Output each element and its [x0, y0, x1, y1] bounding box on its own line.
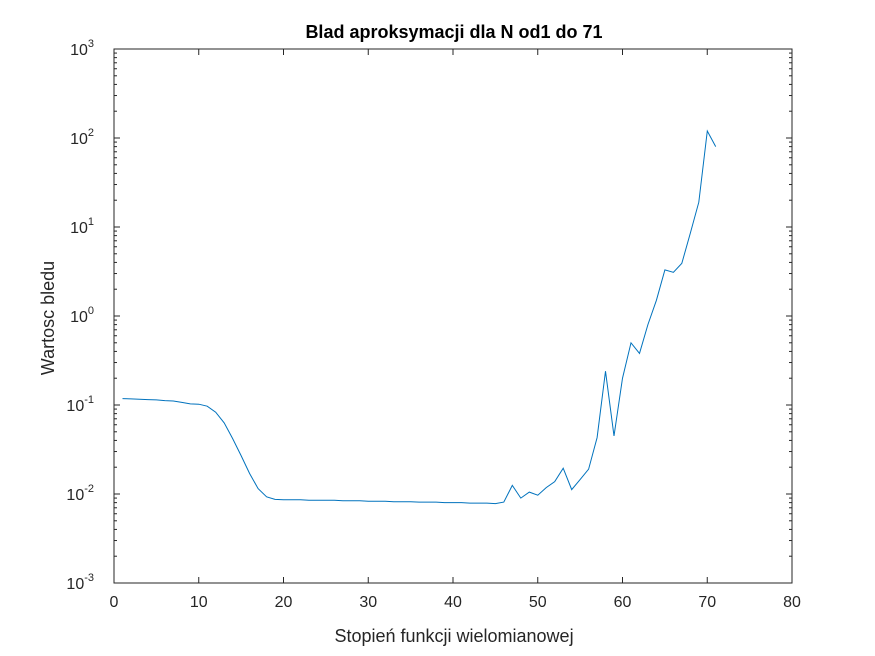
x-tick-label: 30 [359, 594, 377, 611]
x-tick-label: 50 [529, 594, 547, 611]
y-tick-label: 10-3 [66, 572, 94, 593]
y-tick-label: 101 [70, 216, 94, 237]
y-axis-label: Wartosc bledu [38, 261, 58, 375]
x-axis-label: Stopień funkcji wielomianowej [334, 626, 573, 646]
x-tick-label: 60 [614, 594, 632, 611]
y-tick-label: 100 [70, 305, 94, 326]
x-axis: 0 10 20 30 40 50 60 70 80 [110, 49, 801, 611]
plot-area [113, 48, 793, 584]
y-tick-label: 102 [70, 127, 94, 148]
y-tick-label: 10-2 [66, 483, 94, 504]
x-tick-label: 70 [698, 594, 716, 611]
series-line [122, 129, 717, 505]
x-tick-label: 40 [444, 594, 462, 611]
x-tick-label: 80 [783, 594, 801, 611]
x-tick-label: 0 [110, 594, 119, 611]
chart-title: Blad aproksymacji dla N od1 do 71 [305, 22, 602, 42]
x-tick-label: 10 [190, 594, 208, 611]
y-tick-label: 103 [70, 38, 94, 59]
x-tick-label: 20 [275, 594, 293, 611]
plot-frame [113, 48, 793, 584]
series-line-layer [122, 129, 717, 505]
y-axis: 10-3 10-2 10-1 100 101 102 103 [66, 38, 792, 593]
y-tick-label: 10-1 [66, 394, 94, 415]
